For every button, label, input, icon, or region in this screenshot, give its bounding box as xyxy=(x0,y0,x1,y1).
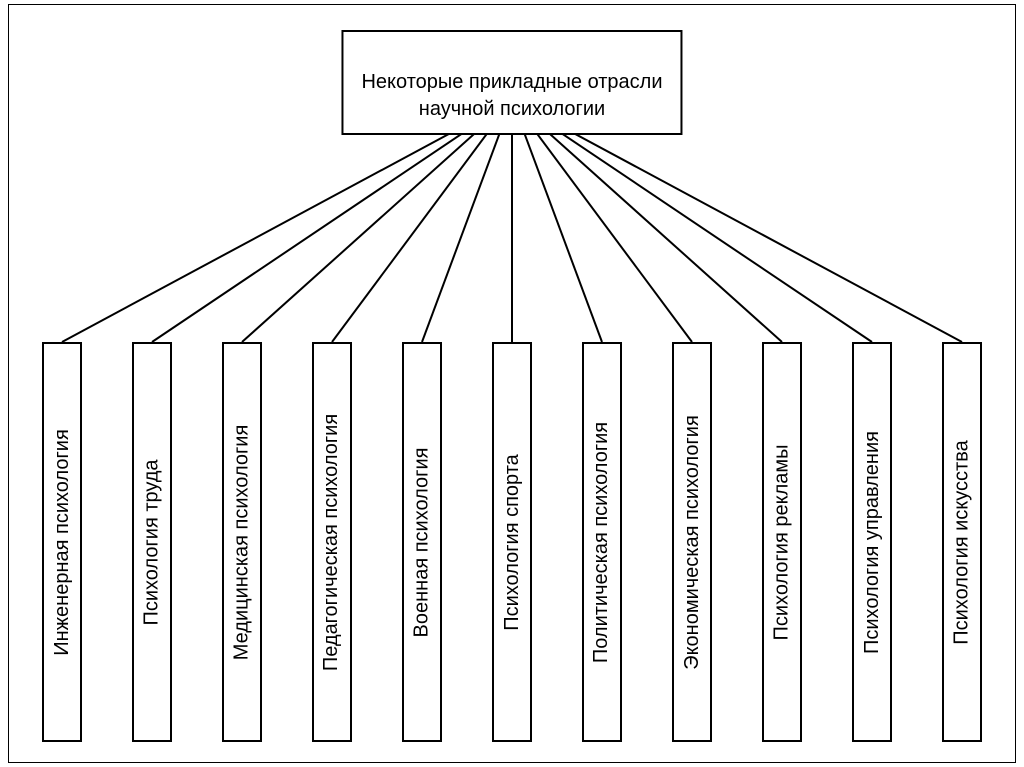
branch-box: Политическая психология xyxy=(582,342,622,742)
branch-label: Военная психология xyxy=(411,447,434,637)
branch-label: Психология труда xyxy=(141,459,164,625)
branch-label: Политическая психология xyxy=(591,421,614,662)
root-title-box: Некоторые прикладные отрасли научной пси… xyxy=(341,30,682,135)
root-title: Некоторые прикладные отрасли научной пси… xyxy=(361,71,662,120)
branch-box: Медицинская психология xyxy=(222,342,262,742)
branch-label: Педагогическая психология xyxy=(321,413,344,670)
branch-box: Педагогическая психология xyxy=(312,342,352,742)
branch-label: Медицинская психология xyxy=(231,424,254,660)
branch-box: Психология рекламы xyxy=(762,342,802,742)
branch-box: Экономическая психология xyxy=(672,342,712,742)
branch-box: Психология труда xyxy=(132,342,172,742)
branch-box: Психология искусства xyxy=(942,342,982,742)
branch-label: Психология рекламы xyxy=(771,444,794,640)
branch-label: Психология спорта xyxy=(501,454,524,631)
branch-box: Психология спорта xyxy=(492,342,532,742)
branch-box: Инженерная психология xyxy=(42,342,82,742)
branch-box: Военная психология xyxy=(402,342,442,742)
branch-label: Психология искусства xyxy=(951,440,974,644)
branch-label: Инженерная психология xyxy=(51,429,74,656)
branch-label: Экономическая психология xyxy=(681,415,704,670)
branch-box: Психология управления xyxy=(852,342,892,742)
branch-label: Психология управления xyxy=(861,431,884,654)
